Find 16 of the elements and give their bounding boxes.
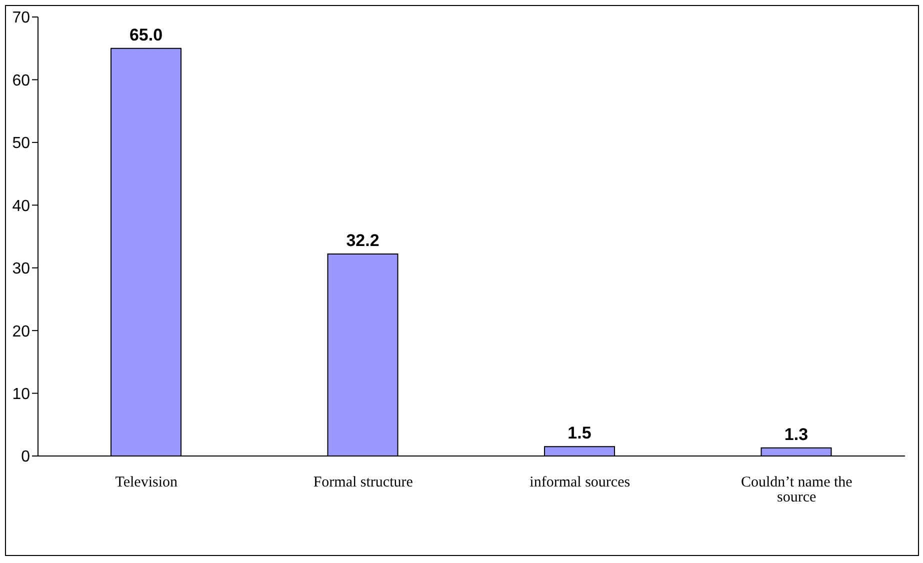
y-tick-label: 30 bbox=[12, 260, 30, 278]
y-tick-label: 10 bbox=[12, 386, 30, 403]
y-tick-label: 0 bbox=[21, 448, 30, 466]
y-tick-label: 20 bbox=[12, 323, 30, 340]
x-tick-label: Formal structure bbox=[313, 474, 414, 491]
x-tick-label: Couldn’t name the source bbox=[740, 474, 853, 506]
data-label: 65.0 bbox=[129, 25, 163, 44]
x-tick-label: informal sources bbox=[530, 474, 630, 491]
y-tick-label: 40 bbox=[12, 198, 30, 215]
data-label: 1.3 bbox=[784, 424, 808, 444]
y-tick-label: 70 bbox=[12, 10, 30, 27]
y-tick-label: 50 bbox=[12, 135, 30, 152]
data-label: 32.2 bbox=[346, 231, 380, 250]
data-label: 1.5 bbox=[568, 424, 592, 443]
y-tick-label: 60 bbox=[12, 72, 30, 90]
x-tick-label: Television bbox=[115, 474, 178, 491]
